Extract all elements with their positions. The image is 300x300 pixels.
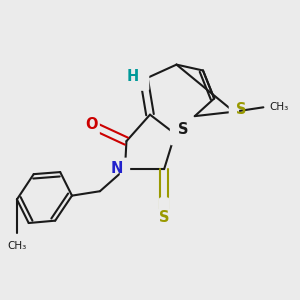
Text: CH₃: CH₃	[270, 102, 289, 112]
Text: S: S	[178, 122, 188, 137]
Text: S: S	[236, 102, 247, 117]
Text: H: H	[126, 70, 139, 85]
Text: N: N	[110, 161, 123, 176]
Text: O: O	[85, 117, 98, 132]
Text: CH₃: CH₃	[7, 241, 26, 251]
Text: S: S	[160, 210, 170, 225]
